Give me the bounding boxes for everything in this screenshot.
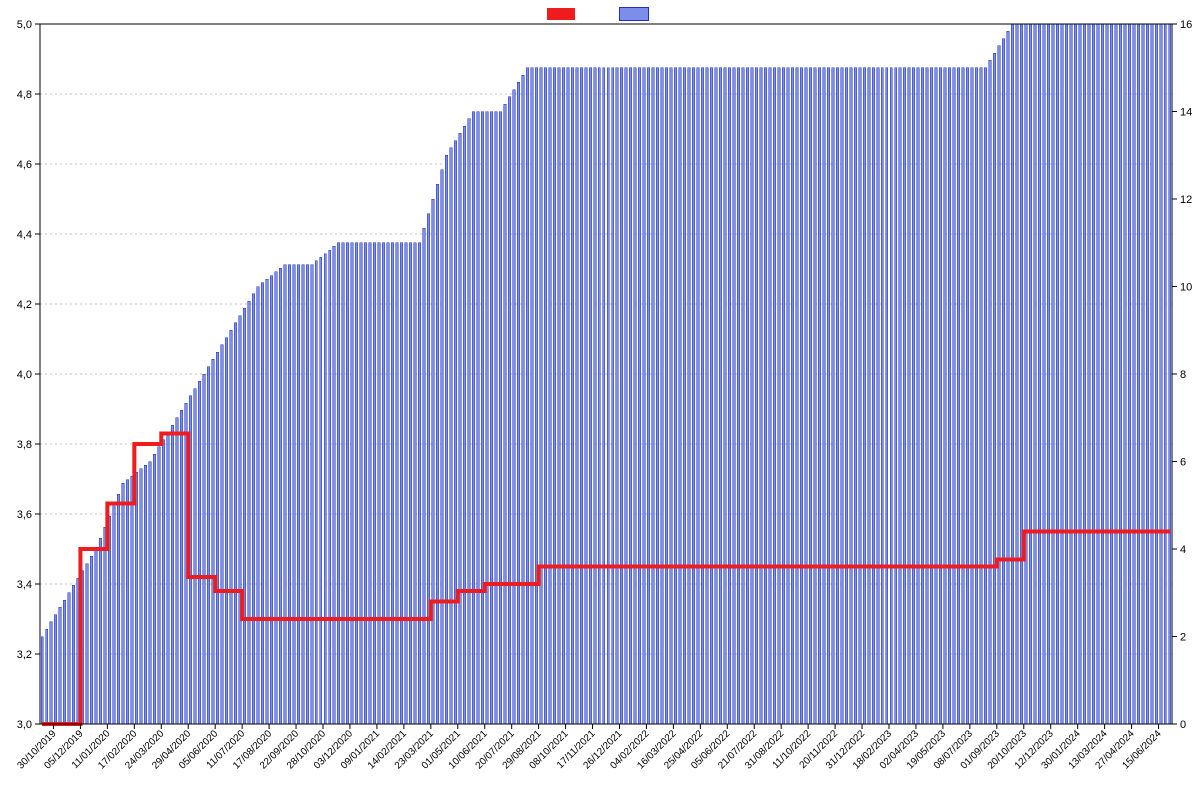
svg-text:4,6: 4,6 — [17, 159, 32, 171]
svg-text:8: 8 — [1180, 369, 1186, 381]
svg-text:3,6: 3,6 — [17, 509, 32, 521]
svg-text:2: 2 — [1180, 632, 1186, 644]
legend — [0, 4, 1200, 22]
svg-text:4,4: 4,4 — [17, 229, 32, 241]
legend-item-bar — [619, 6, 653, 21]
svg-text:3,2: 3,2 — [17, 649, 32, 661]
chart-plot: 3,03,23,43,63,84,04,24,44,64,85,00246810… — [0, 0, 1200, 800]
svg-text:3,4: 3,4 — [17, 579, 32, 591]
svg-text:6: 6 — [1180, 457, 1186, 469]
legend-item-line — [547, 6, 579, 20]
legend-swatch-line — [547, 8, 575, 20]
svg-text:10: 10 — [1180, 282, 1192, 294]
svg-text:3,8: 3,8 — [17, 439, 32, 451]
svg-text:3,0: 3,0 — [17, 719, 32, 731]
svg-text:4,0: 4,0 — [17, 369, 32, 381]
svg-text:4,8: 4,8 — [17, 89, 32, 101]
chart-container: 3,03,23,43,63,84,04,24,44,64,85,00246810… — [0, 0, 1200, 800]
svg-text:0: 0 — [1180, 719, 1186, 731]
svg-text:14: 14 — [1180, 107, 1192, 119]
svg-text:4: 4 — [1180, 544, 1186, 556]
legend-swatch-bar — [619, 7, 649, 21]
svg-text:4,2: 4,2 — [17, 299, 32, 311]
svg-text:12: 12 — [1180, 194, 1192, 206]
